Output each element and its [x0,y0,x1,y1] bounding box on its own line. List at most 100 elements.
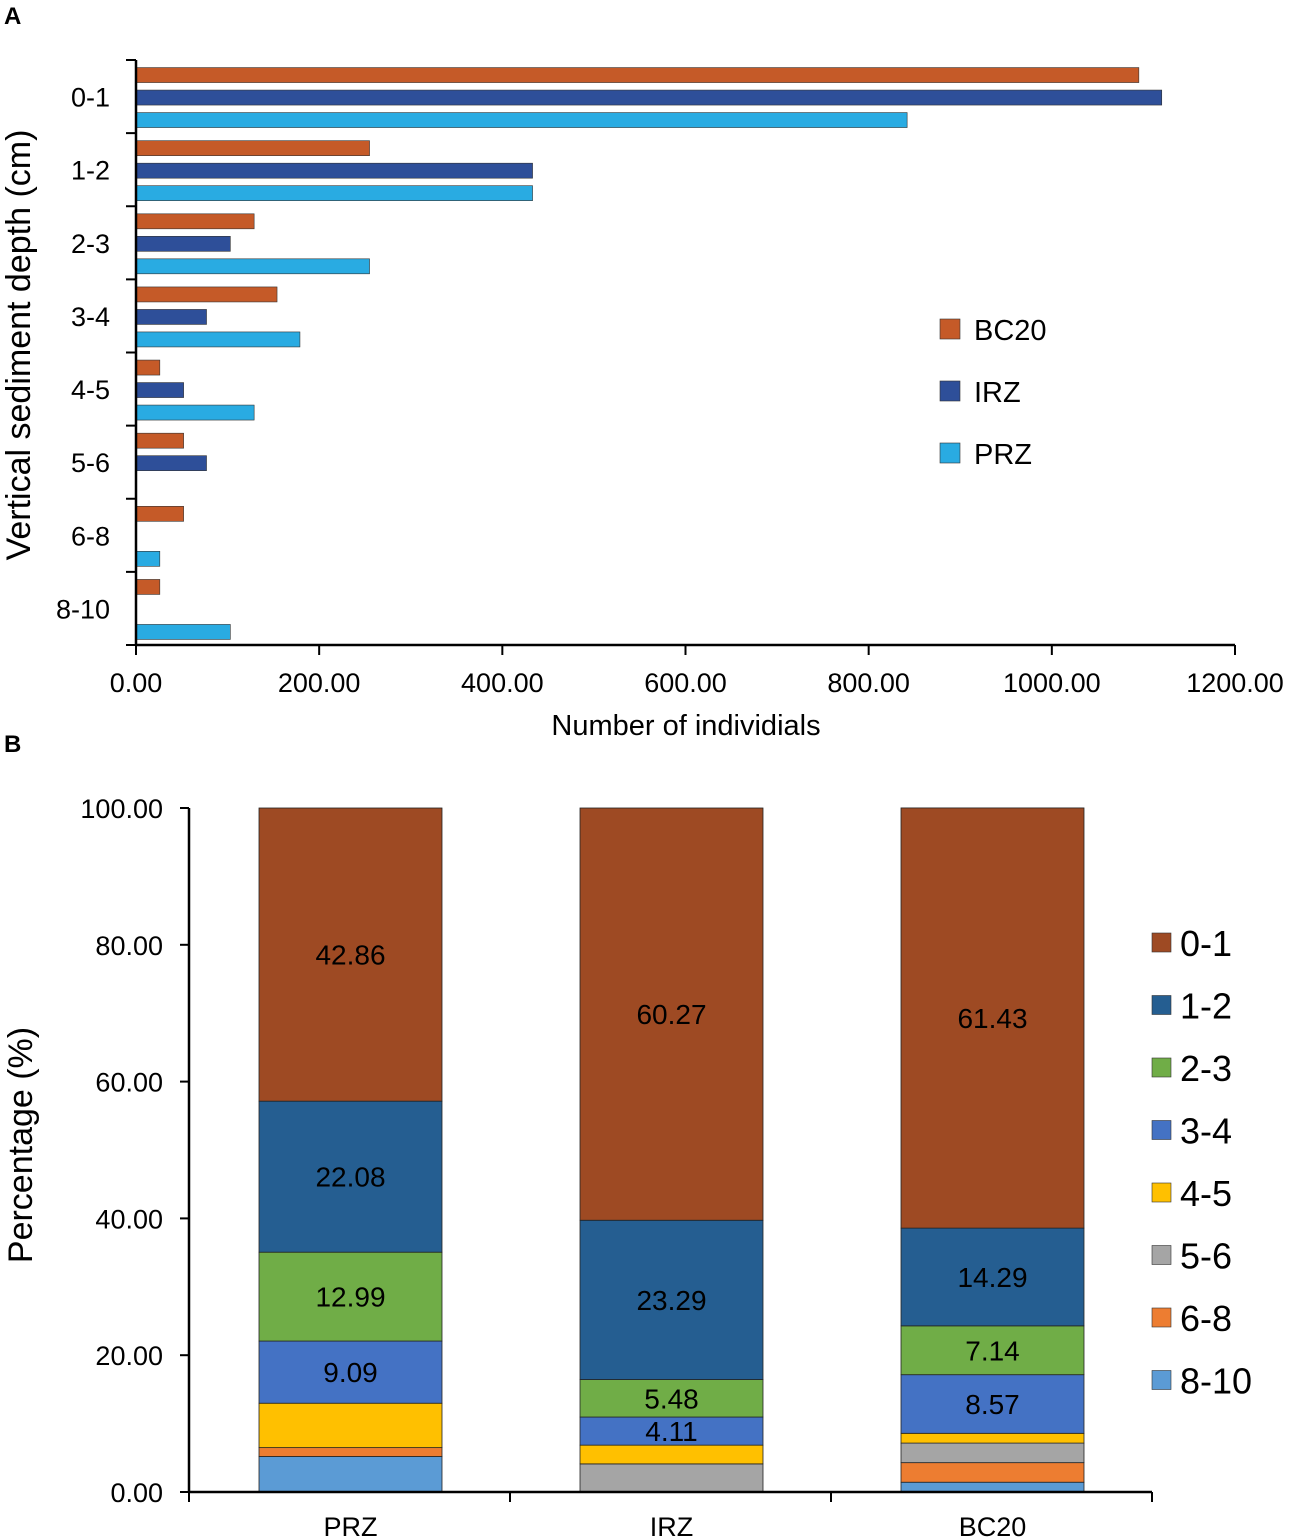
segment-4-5 [579,1444,764,1465]
panel-label-b: B [4,731,21,758]
legend-swatch-0-1 [1151,932,1172,953]
bar-bc20 [135,579,161,595]
bar-irz [135,455,207,471]
legend-label-1-2: 1-2 [1180,986,1232,1027]
segment-1-2 [900,1227,1085,1327]
x-tick-label: 1000.00 [1003,668,1101,698]
y-tick-label: 3-4 [71,302,110,332]
segment-6-8 [900,1462,1085,1483]
segment-8-10 [258,1456,443,1493]
bar-prz [135,331,301,348]
legend-swatch-irz [939,380,961,402]
segment-2-3 [579,1379,764,1418]
x-tick-label: 400.00 [461,668,544,698]
segment-3-4 [579,1416,764,1446]
y-tick-label: 100.00 [80,794,163,824]
x-tick-label: 200.00 [278,668,361,698]
data-label: 4.11 [645,1416,697,1447]
chart-a: 0-1 1-2 2-3 3-4 4-5 5-6 6-8 8-10 0.00 200.00 400.0… [56,59,1284,698]
x-tick-label: BC20 [959,1512,1027,1539]
x-tick-label: PRZ [324,1512,378,1539]
segment-0-1 [579,807,764,1221]
segment-0-1 [258,807,443,1102]
legend-label-4-5: 4-5 [1180,1173,1232,1214]
legend-label-0-1: 0-1 [1180,923,1232,964]
legend-swatch-3-4 [1151,1120,1172,1140]
x-tick-label: IRZ [650,1512,694,1539]
bar-prz [135,404,255,421]
data-label: 60.27 [636,999,706,1030]
y-tick-label: 2-3 [71,229,110,259]
segment-4-5 [900,1432,1085,1444]
segment-3-4 [900,1374,1085,1434]
y-tick-label: 0.00 [110,1478,163,1508]
data-label: 14.29 [957,1262,1027,1293]
bar-bc20 [135,213,255,230]
segment-1-2 [579,1219,764,1380]
legend-label-8-10: 8-10 [1180,1361,1252,1402]
y-tick-label: 6-8 [71,521,110,551]
y-tick-label: 8-10 [56,594,110,624]
segment-6-8 [258,1447,443,1457]
bar-bc20 [135,359,161,376]
bar-irz [135,162,533,179]
data-label: 7.14 [965,1335,1020,1366]
bar-irz [135,236,231,252]
y-tick-label: 1-2 [71,156,110,186]
data-label: 5.48 [644,1383,699,1414]
x-axis-title-a: Number of individials [551,710,820,742]
bar-prz [135,624,231,640]
bar-bc20 [135,506,184,522]
data-label: 8.57 [965,1389,1020,1420]
segment-5-6 [579,1463,764,1493]
legend-swatch-2-3 [1151,1057,1172,1078]
data-label: 22.08 [315,1162,385,1193]
y-tick-label: 60.00 [95,1068,163,1098]
y-tick-label: 40.00 [95,1204,163,1234]
legend-swatch-4-5 [1151,1182,1172,1203]
bar-irz [135,89,1163,106]
x-tick-label: 1200.00 [1186,668,1284,698]
legend-label-3-4: 3-4 [1180,1111,1232,1152]
legend-swatch-8-10 [1151,1370,1172,1390]
y-tick-label: 4-5 [71,375,110,405]
legend-swatch-1-2 [1151,995,1172,1015]
bar-prz [135,185,533,201]
x-tick-label: 800.00 [827,668,910,698]
segment-2-3 [900,1325,1085,1376]
legend-swatch-bc20 [939,318,961,340]
data-label: 42.86 [315,940,385,971]
bar-bc20 [135,286,278,303]
legend-label-bc20: BC20 [974,315,1047,347]
legend-label-irz: IRZ [974,377,1021,409]
y-axis-title-a: Vertical sediment depth (cm) [0,130,38,561]
bar-prz [135,258,370,275]
segment-0-1 [900,807,1085,1229]
legend-swatch-6-8 [1151,1307,1172,1328]
segment-5-6 [900,1442,1085,1464]
bar-bc20 [135,140,370,156]
chart-b: 9.09 12.99 22.08 42.86 PRZ 4.115.48 23.29 60.27… [80,794,1252,1539]
legend-label-5-6: 5-6 [1180,1236,1232,1277]
bar-irz [135,309,207,325]
y-axis-title-b: Percentage (%) [2,1027,40,1263]
panel-label-a: A [4,3,21,30]
x-tick-label: 0.00 [110,668,163,698]
legend-label-6-8: 6-8 [1180,1298,1232,1339]
bar-bc20 [135,432,184,449]
segment-4-5 [258,1402,443,1449]
x-tick-label: 600.00 [644,668,727,698]
data-label: 61.43 [957,1003,1027,1034]
y-tick-label: 20.00 [95,1341,163,1371]
y-tick-label: 80.00 [95,931,163,961]
bar-prz [135,551,161,567]
data-label: 9.09 [323,1357,378,1388]
bar-irz [135,382,184,398]
legend-swatch-prz [939,442,961,464]
legend-label-prz: PRZ [974,439,1032,471]
data-label: 12.99 [315,1282,385,1313]
bar-prz [135,112,908,128]
data-label: 23.29 [636,1285,706,1316]
y-tick-label: 5-6 [71,448,110,478]
